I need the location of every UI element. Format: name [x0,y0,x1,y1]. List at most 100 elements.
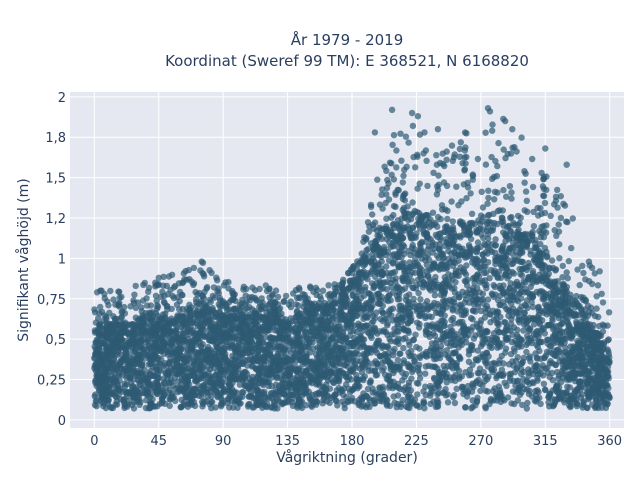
data-point [477,325,485,332]
data-point [502,335,509,342]
data-point [365,367,372,375]
data-point [527,247,534,255]
data-point [539,362,546,369]
data-point [319,311,327,318]
data-point [152,324,159,331]
data-points [91,105,613,412]
data-point [362,284,369,291]
data-point [462,296,470,303]
data-point [219,320,226,327]
data-point [396,307,403,314]
data-point [526,353,534,360]
data-point [416,361,423,369]
data-point [495,329,503,336]
data-point [329,328,336,335]
data-point [300,376,307,384]
data-point [243,322,250,329]
data-point [519,265,526,272]
data-point [549,317,556,324]
data-point [371,325,378,332]
data-point [309,319,316,327]
data-point [470,384,477,391]
data-point [451,399,459,407]
data-point [461,277,469,285]
data-point [427,287,434,294]
data-point [336,344,343,351]
data-point [434,284,442,291]
data-point [489,241,496,248]
data-point [449,256,456,263]
data-point [579,391,586,398]
data-point [487,397,495,404]
data-point [484,328,491,335]
data-point [449,349,456,357]
data-point [540,380,548,387]
data-point [404,301,412,308]
data-point [397,403,404,410]
data-point [570,369,577,376]
data-point [511,400,518,408]
data-point [292,385,299,392]
data-point [414,367,422,374]
data-point [443,347,450,354]
data-point [368,304,375,311]
data-point [455,243,462,250]
data-point [191,385,198,393]
data-point [217,401,225,408]
data-point [499,372,507,379]
data-point [349,366,356,373]
data-point [333,337,340,345]
data-point [232,342,240,349]
data-point [346,332,354,339]
data-point [347,397,355,404]
data-point [466,250,473,258]
data-point [172,328,179,335]
data-point [254,401,262,408]
data-point [513,310,520,317]
data-point [221,354,229,361]
data-point [476,289,483,296]
data-point [542,386,549,394]
data-point [308,402,315,409]
data-point [107,403,114,410]
data-point [359,361,366,368]
data-point [266,372,273,379]
data-point [316,358,323,366]
data-point [560,365,567,372]
data-point [414,391,421,398]
data-point [499,287,506,294]
data-point [112,393,119,400]
data-point [378,392,385,399]
data-point [365,363,372,370]
data-point [488,360,496,367]
data-point [190,398,198,406]
data-point [461,268,468,276]
data-point [445,247,452,255]
data-point [266,320,273,327]
data-point [439,251,447,258]
data-point [519,401,526,409]
data-point [576,378,584,385]
data-point [401,250,408,258]
data-point [140,349,148,356]
data-point [481,336,489,343]
data-point [494,274,501,281]
data-point [130,331,137,338]
data-point [204,346,211,353]
data-point [507,228,515,236]
data-point [238,373,245,381]
data-point [401,373,408,380]
data-point [396,350,403,357]
data-point [553,353,561,360]
data-point [503,382,510,389]
data-point [332,376,339,384]
data-point [405,338,413,345]
data-point [483,285,490,292]
data-point [434,300,442,308]
data-point [407,387,414,394]
data-point [534,387,541,394]
data-point [273,395,280,402]
data-point [103,334,110,341]
data-point [367,378,374,386]
data-point [469,316,476,323]
